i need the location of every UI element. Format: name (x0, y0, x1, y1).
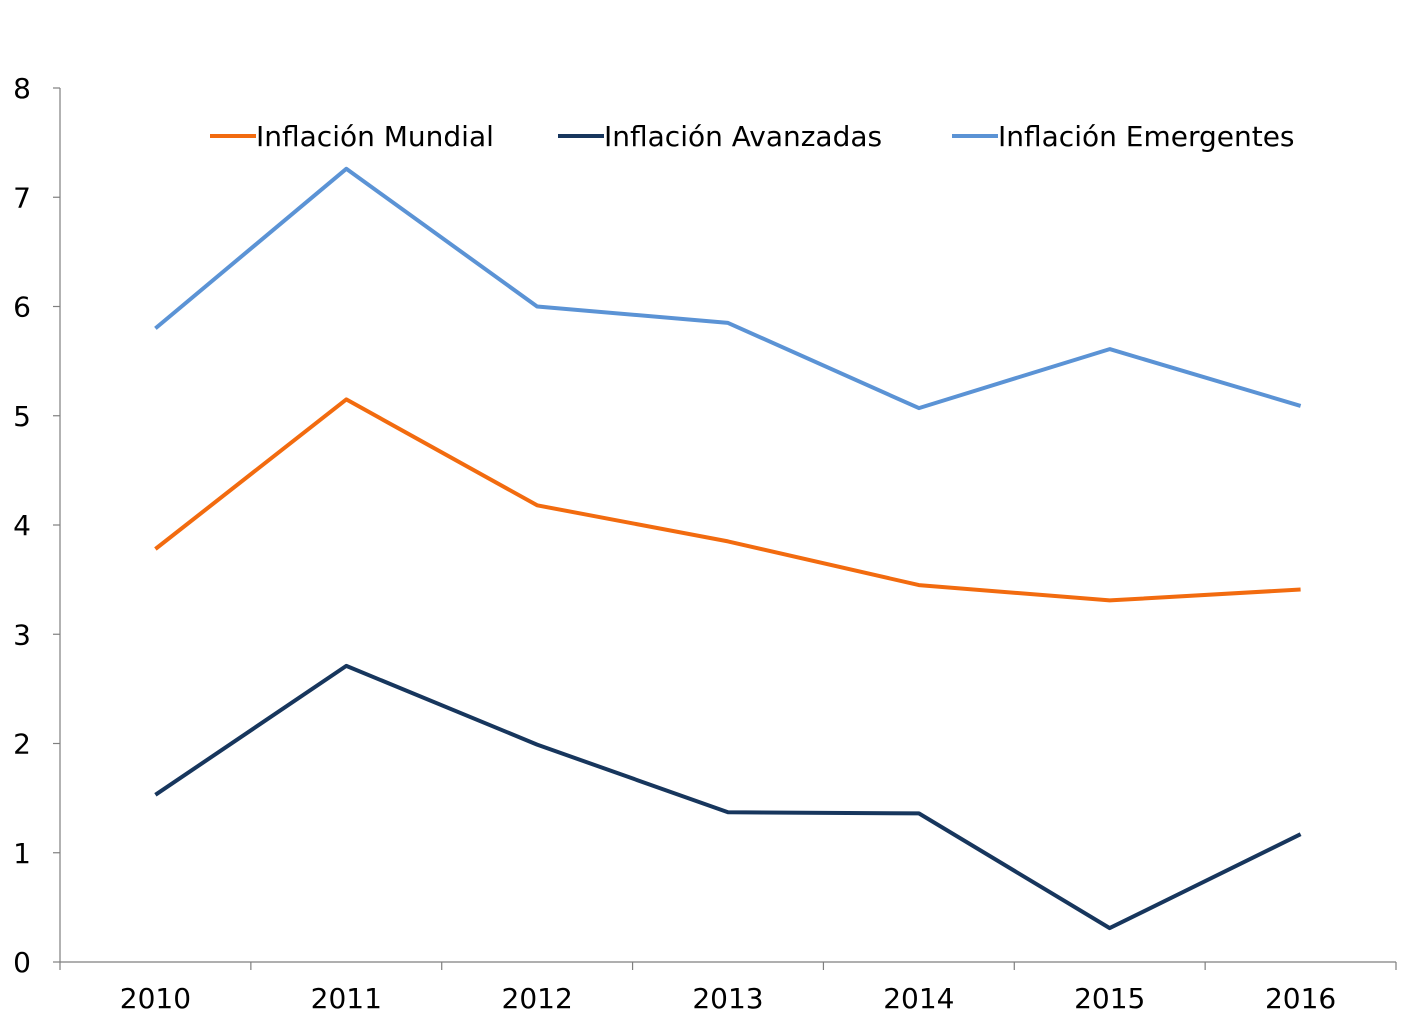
y-tick-label: 7 (13, 181, 31, 214)
series-line-inflacion-emergentes (154, 166, 1302, 411)
y-tick-label: 1 (13, 837, 31, 870)
x-tick-label: 2012 (502, 982, 573, 1015)
series-lines (154, 166, 1302, 931)
legend-label-inflacion-emergentes: Inflación Emergentes (998, 120, 1295, 153)
y-tick-label: 3 (13, 618, 31, 651)
x-tick-label: 2014 (883, 982, 954, 1015)
x-tick-label: 2015 (1074, 982, 1145, 1015)
x-tick-label: 2016 (1265, 982, 1336, 1015)
y-tick-label: 0 (13, 946, 31, 979)
y-tick-label: 4 (13, 509, 31, 542)
x-tick-label: 2010 (120, 982, 191, 1015)
legend: Inflación Mundial Inflación Avanzadas Infl… (210, 120, 1295, 153)
x-tick-label: 2011 (311, 982, 382, 1015)
y-tick-label: 5 (13, 400, 31, 433)
series-line-inflacion-avanzadas (154, 663, 1302, 931)
y-tick-label: 2 (13, 728, 31, 761)
legend-label-inflacion-avanzadas: Inflación Avanzadas (604, 120, 882, 153)
axes: 0 1 2 3 4 5 6 7 8 2010 2011 2012 2013 2014 2015 2016 (13, 72, 1397, 1015)
series-line-inflacion-mundial (154, 397, 1301, 603)
y-tick-label: 8 (13, 72, 31, 105)
x-tick-label: 2013 (692, 982, 763, 1015)
legend-label-inflacion-mundial: Inflación Mundial (256, 120, 494, 153)
y-tick-label: 6 (13, 291, 31, 324)
